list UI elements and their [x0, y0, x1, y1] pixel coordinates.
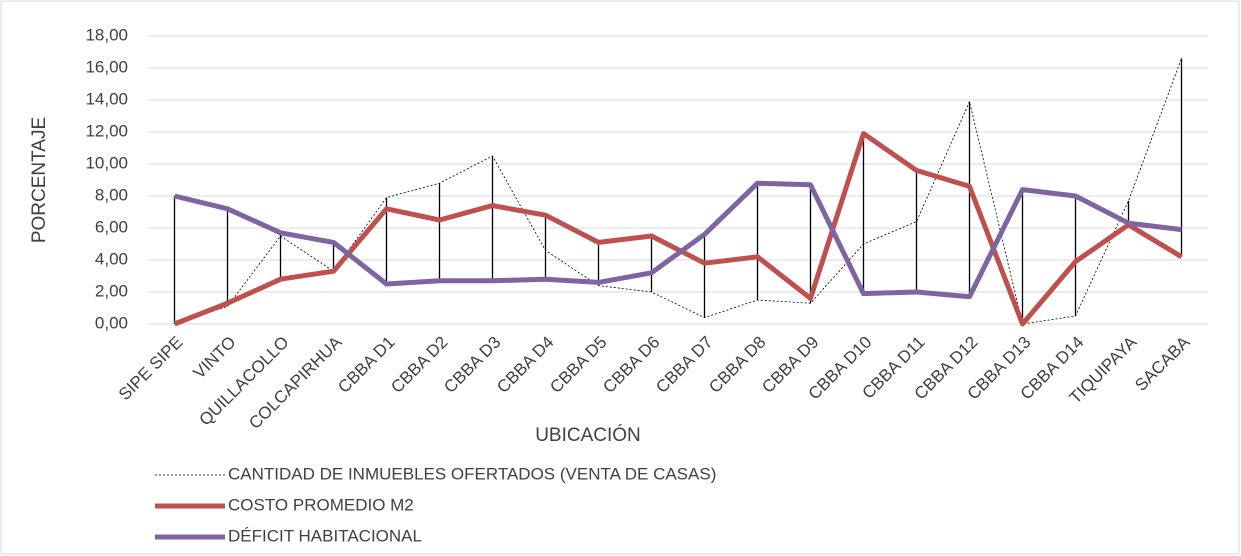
legend-label: COSTO PROMEDIO M2 [228, 495, 414, 514]
y-tick-label: 14,00 [85, 89, 128, 108]
series-line [173, 180, 1182, 300]
y-tick-label: 8,00 [95, 185, 128, 204]
y-tick-label: 18,00 [85, 25, 128, 44]
y-tick-label: 16,00 [85, 57, 128, 76]
legend-label: CANTIDAD DE INMUEBLES OFERTADOS (VENTA D… [228, 464, 716, 483]
y-tick-label: 0,00 [95, 313, 128, 332]
x-axis-label: UBICACIÓN [535, 424, 641, 446]
y-tick-label: 10,00 [85, 153, 128, 172]
y-tick-label: 2,00 [95, 281, 128, 300]
y-tick-label: 6,00 [95, 217, 128, 236]
y-axis-label: PORCENTAJE [29, 117, 50, 243]
series-line [174, 58, 1182, 325]
series-line [173, 131, 1183, 327]
y-tick-label: 12,00 [85, 121, 128, 140]
y-tick-label: 4,00 [95, 249, 128, 268]
legend-label: DÉFICIT HABITACIONAL [228, 526, 422, 545]
